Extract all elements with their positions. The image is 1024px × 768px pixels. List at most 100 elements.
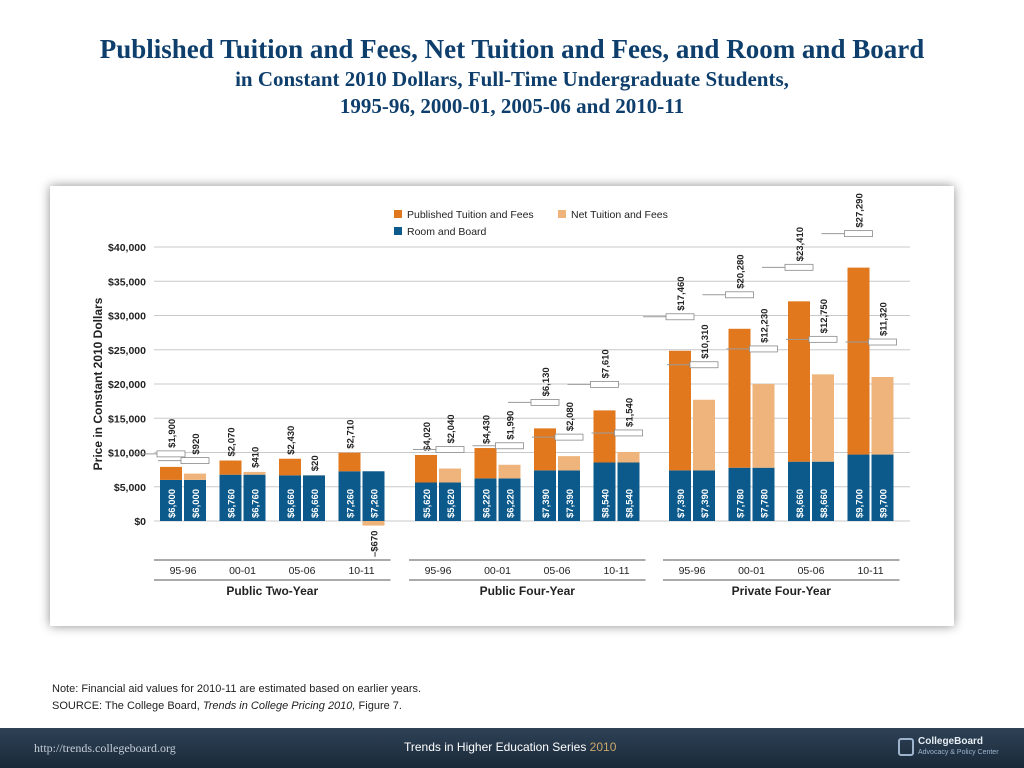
bar-label-room-and-board: $7,390 <box>700 489 711 518</box>
bar-room-and-board <box>617 462 640 521</box>
bar-label-room-and-board: $6,000 <box>167 489 178 518</box>
y-tick-label: $35,000 <box>108 276 146 288</box>
bar-label-room-and-board: $7,780 <box>760 489 771 518</box>
bar-label-published-tuition: $27,290 <box>855 193 866 227</box>
bar-room-and-board <box>439 482 461 521</box>
x-tick-label: 05-06 <box>798 565 825 577</box>
bar-net-tuition <box>243 471 266 475</box>
label-published-marker <box>725 291 754 299</box>
y-tick-label: $5,000 <box>114 482 146 494</box>
footer-bar: http://trends.collegeboard.org Trends in… <box>0 728 1024 768</box>
title-line-1: Published Tuition and Fees, Net Tuition … <box>99 34 925 64</box>
legend-label-published: Published Tuition and Fees <box>407 209 534 221</box>
bar-room-and-board <box>219 474 242 521</box>
bar-label-published-tuition: $2,070 <box>227 427 238 456</box>
legend-swatch-room <box>394 227 402 235</box>
bar-label-published-tuition: $2,430 <box>286 426 297 455</box>
group-label: Private Four-Year <box>732 584 832 598</box>
y-tick-label: $0 <box>134 516 146 528</box>
bar-label-room-and-board: $7,260 <box>370 489 381 518</box>
bar-label-room-and-board: $9,700 <box>879 489 890 518</box>
source-text: SOURCE: The College Board, Trends in Col… <box>52 700 402 712</box>
stacked-bar-chart: $0 $5,000 $10,000 $15,000 $20,000 $25,000 $30,… <box>91 193 910 598</box>
chart-panel: $0 $5,000 $10,000 $15,000 $20,000 $25,000 $30,… <box>50 186 954 626</box>
bar-label-room-and-board: $8,660 <box>795 489 806 518</box>
bar-net-tuition <box>871 377 894 455</box>
bar-room-and-board <box>160 479 182 521</box>
y-axis-label: Price in Constant 2010 Dollars <box>91 297 105 470</box>
bar-net-tuition <box>812 374 834 462</box>
bar-published-tuition <box>415 454 437 483</box>
bar-net-tuition <box>617 451 640 463</box>
bar-label-published-tuition: $20,280 <box>736 254 747 288</box>
bar-label-published-tuition: $4,430 <box>482 415 493 444</box>
bar-room-and-board <box>593 462 616 521</box>
label-net-marker <box>495 442 524 450</box>
bar-room-and-board <box>871 454 894 521</box>
bar-room-and-board <box>474 478 497 521</box>
y-tick-label: $20,000 <box>108 379 146 391</box>
y-tick-label: $30,000 <box>108 311 146 323</box>
bar-label-net-tuition: –$670 <box>370 531 381 557</box>
x-tick-label: 10-11 <box>603 565 629 577</box>
label-net-marker <box>435 446 465 453</box>
bar-room-and-board <box>847 454 870 521</box>
bar-room-and-board <box>788 461 810 521</box>
x-tick-label: 00-01 <box>229 565 256 577</box>
y-tick-label: $25,000 <box>108 345 146 357</box>
bar-label-net-tuition: $2,080 <box>565 402 576 431</box>
source-prefix: SOURCE: The College Board, <box>52 700 203 712</box>
bar-label-room-and-board: $7,390 <box>565 489 576 518</box>
bar-published-tuition <box>847 267 870 455</box>
bar-label-net-tuition: $12,750 <box>819 299 830 333</box>
footer-series-title: Trends in Higher Education Series 2010 <box>404 740 616 754</box>
bar-label-net-tuition: $920 <box>191 433 202 454</box>
legend-label-room: Room and Board <box>407 226 487 238</box>
bar-room-and-board <box>303 475 325 521</box>
label-net-marker <box>554 433 584 441</box>
bar-published-tuition <box>669 350 691 471</box>
note-text: Note: Financial aid values for 2010-11 a… <box>52 683 422 695</box>
bar-label-net-tuition: $11,320 <box>879 302 890 336</box>
bar-label-room-and-board: $5,620 <box>446 489 457 518</box>
title-line-2: in Constant 2010 Dollars, Full-Time Unde… <box>235 67 789 91</box>
x-tick-label: 10-11 <box>857 565 883 577</box>
legend-swatch-published <box>394 210 402 218</box>
bar-label-published-tuition: $7,610 <box>601 349 612 378</box>
group-label: Public Four-Year <box>480 584 576 598</box>
bar-label-room-and-board: $8,540 <box>625 489 636 518</box>
college-board-logo-icon <box>898 738 914 756</box>
footer-series-year: 2010 <box>589 740 617 754</box>
bar-net-tuition <box>693 399 715 471</box>
bar-label-room-and-board: $7,390 <box>541 489 552 518</box>
bar-published-tuition <box>534 428 556 471</box>
bar-label-published-tuition: $1,900 <box>167 419 178 448</box>
chart-title: Published Tuition and Fees, Net Tuition … <box>0 32 1024 120</box>
bar-label-net-tuition: $1,990 <box>506 411 517 440</box>
bar-published-tuition <box>160 466 182 480</box>
bar-room-and-board <box>498 478 521 521</box>
title-line-3: 1995-96, 2000-01, 2005-06 and 2010-11 <box>339 94 685 118</box>
bar-net-tuition <box>558 456 580 471</box>
bar-published-tuition <box>279 458 301 476</box>
bar-label-net-tuition: $410 <box>251 447 262 468</box>
bar-room-and-board <box>558 470 580 521</box>
bar-label-room-and-board: $6,220 <box>506 489 517 518</box>
bar-label-published-tuition: $2,710 <box>346 420 357 449</box>
x-tick-label: 95-96 <box>425 565 452 577</box>
x-tick-label: 10-11 <box>348 565 374 577</box>
bar-room-and-board <box>184 479 206 521</box>
y-tick-label: $10,000 <box>108 448 146 460</box>
x-tick-label: 95-96 <box>170 565 197 577</box>
bar-label-room-and-board: $6,000 <box>191 489 202 518</box>
bar-label-room-and-board: $8,660 <box>819 489 830 518</box>
bar-published-tuition <box>593 410 616 463</box>
label-net-marker <box>868 338 897 346</box>
bar-label-published-tuition: $23,410 <box>795 227 806 261</box>
bar-net-tuition-negative <box>362 521 385 526</box>
x-tick-label: 05-06 <box>289 565 316 577</box>
bar-label-room-and-board: $7,260 <box>346 489 357 518</box>
footer-url-link[interactable]: http://trends.collegeboard.org <box>34 741 176 755</box>
bar-published-tuition <box>474 448 497 479</box>
bar-published-tuition <box>338 452 361 472</box>
